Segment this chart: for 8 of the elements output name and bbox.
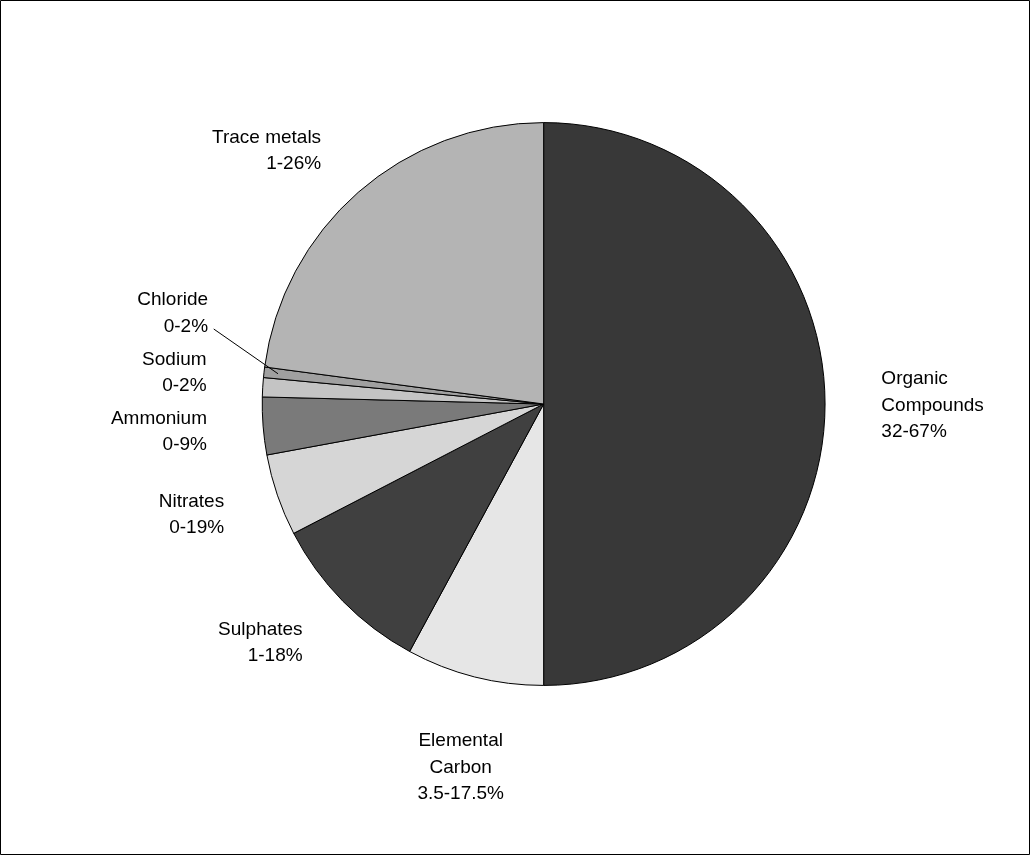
slice-label: Organic Compounds 32-67%: [881, 367, 984, 441]
slice-label: Nitrates 0-19%: [158, 490, 225, 538]
slice-label: Sodium 0-2%: [142, 347, 207, 395]
slice-label: Ammonium 0-9%: [110, 406, 208, 455]
slice-label: Chloride 0-2%: [137, 288, 209, 336]
slice-label: Trace metals 1-26%: [212, 125, 322, 173]
slice-label: Elemental Carbon 3.5-17.5%: [417, 729, 505, 803]
slice-label: Sulphates 1-18%: [218, 617, 303, 665]
